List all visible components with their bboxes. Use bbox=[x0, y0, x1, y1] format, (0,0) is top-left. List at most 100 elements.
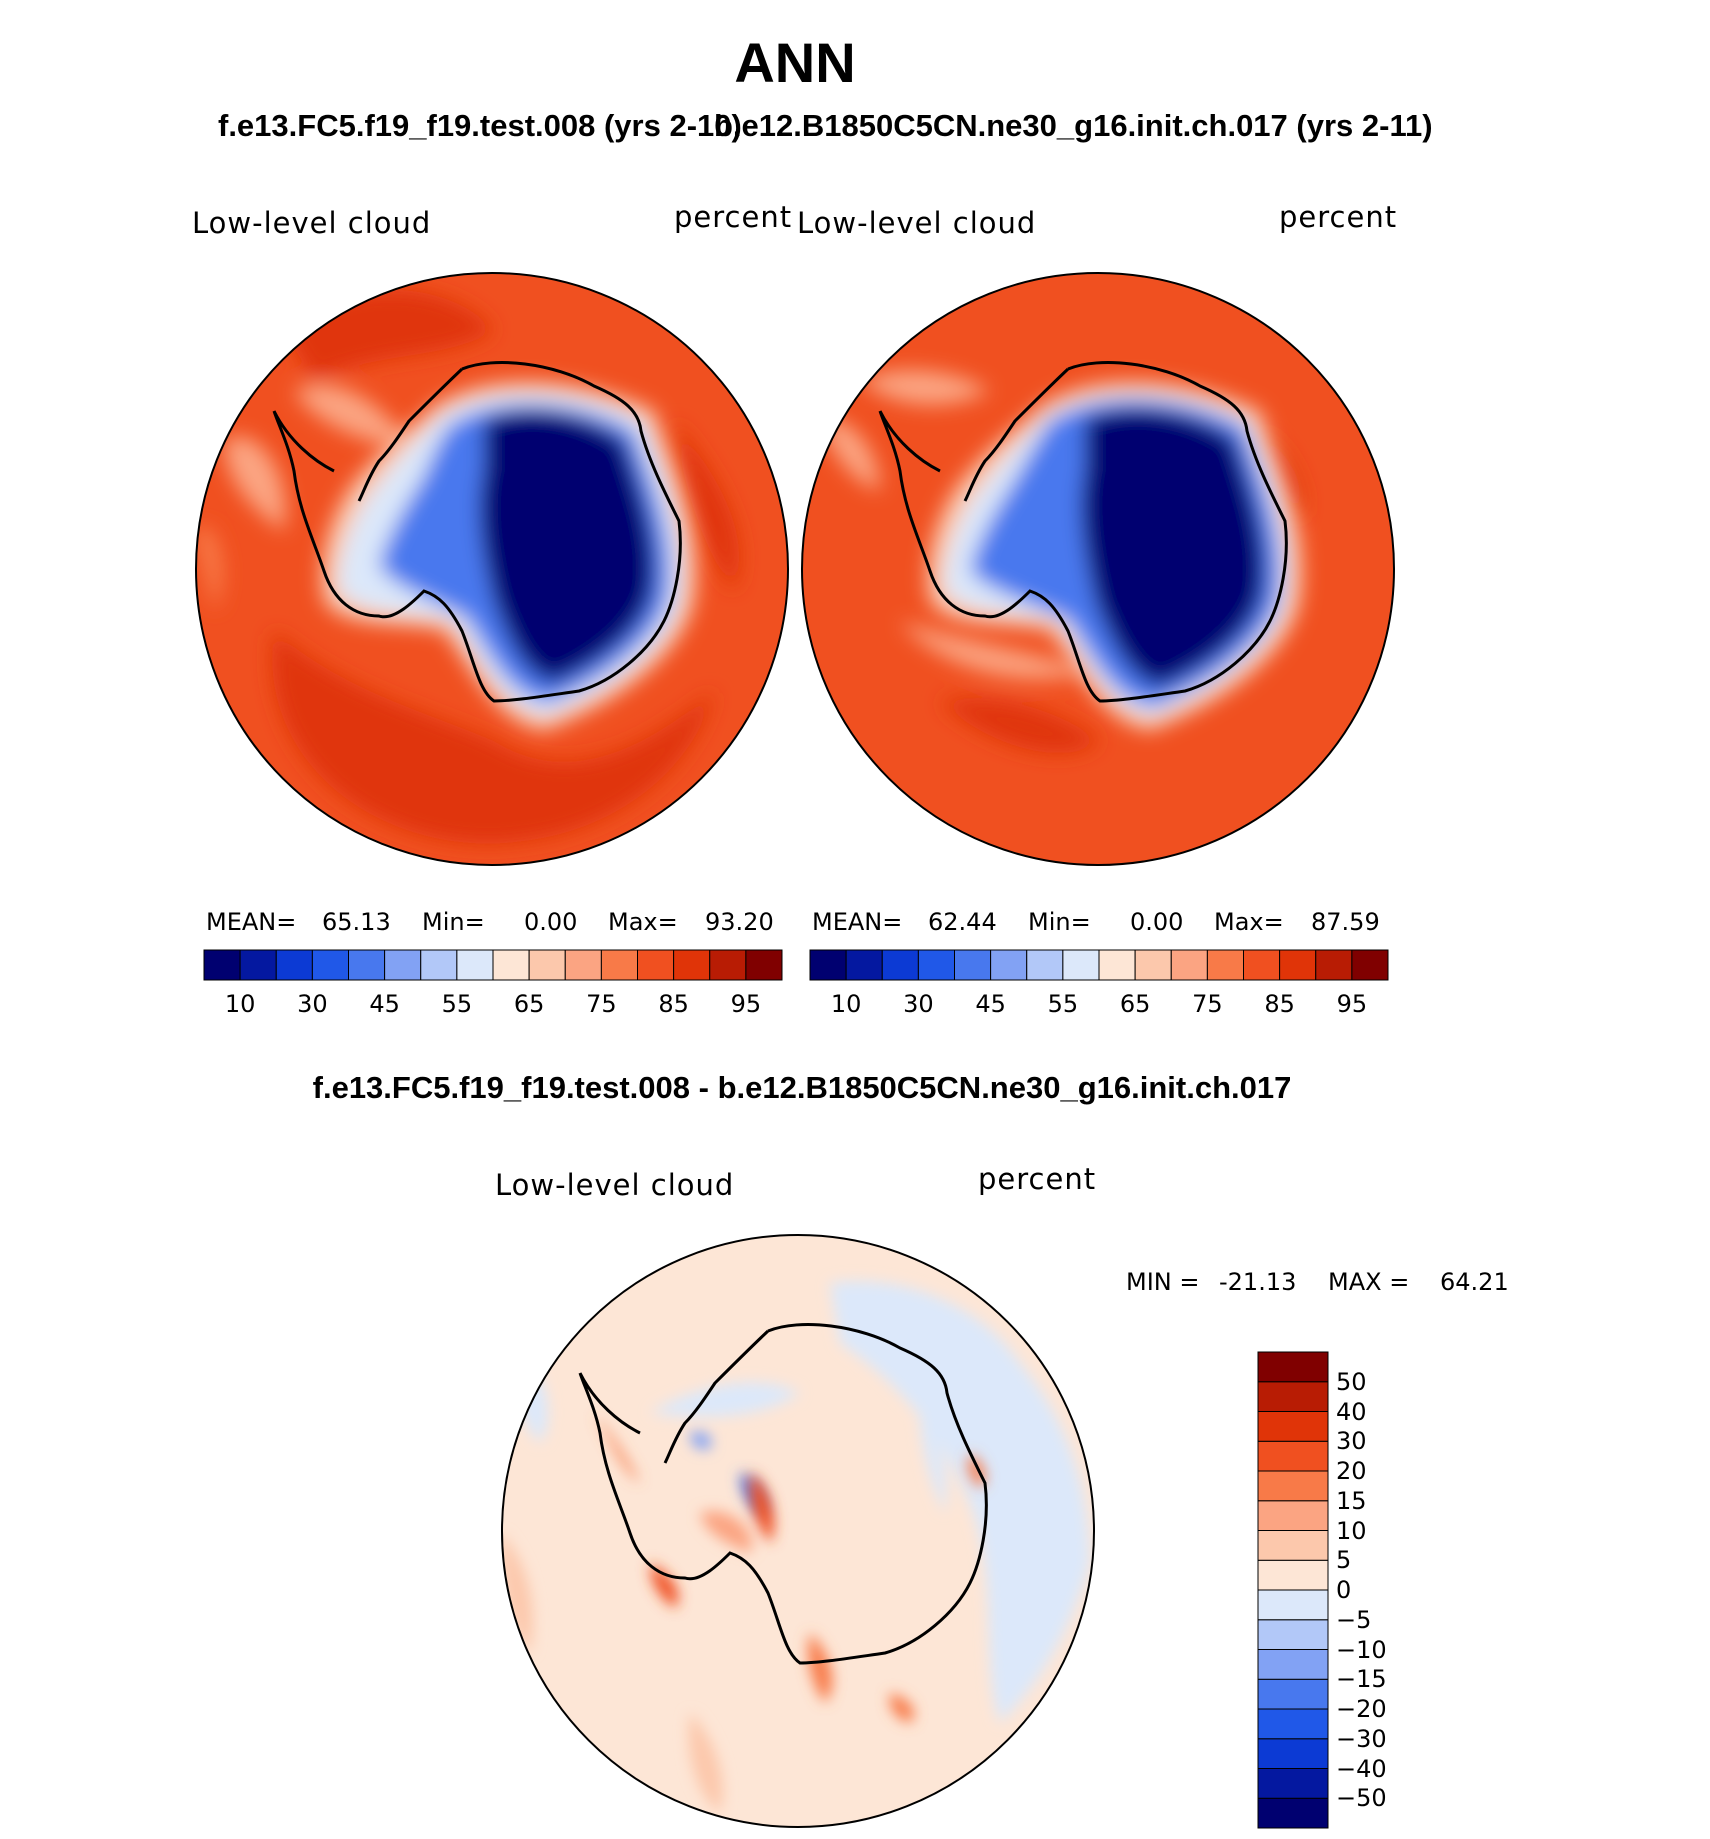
map-panel-2 bbox=[801, 272, 1395, 866]
colorbar-swatch bbox=[1257, 1738, 1329, 1769]
colorbar-swatch bbox=[1257, 1797, 1329, 1829]
colorbar-panel-1 bbox=[203, 949, 783, 981]
colorbar-tick-label: 5 bbox=[1336, 1546, 1352, 1575]
colorbar-swatch bbox=[1206, 949, 1244, 981]
colorbar-swatch bbox=[1257, 1500, 1329, 1531]
colorbar-panel-2-ticks: 10 30 45 55 65 75 85 95 bbox=[810, 990, 1388, 1022]
colorbar-tick-label: 75 bbox=[586, 990, 617, 1018]
panel2-mean-value: 62.44 bbox=[928, 908, 997, 936]
panel1-min-label: Min= bbox=[422, 908, 485, 936]
colorbar-tick-label: 10 bbox=[1336, 1516, 1367, 1545]
colorbar-tick-label: 30 bbox=[1336, 1427, 1367, 1456]
map-panel-1 bbox=[195, 272, 789, 866]
colorbar-swatch bbox=[1026, 949, 1064, 981]
difference-title: f.e13.FC5.f19_f19.test.008 - b.e12.B1850… bbox=[312, 1070, 1292, 1105]
colorbar-swatch bbox=[492, 949, 530, 981]
colorbar-swatch bbox=[1257, 1381, 1329, 1412]
colorbar-panel-2 bbox=[809, 949, 1389, 981]
colorbar-swatch bbox=[1257, 1440, 1329, 1472]
colorbar-swatch bbox=[564, 949, 602, 981]
colorbar-swatch bbox=[1257, 1708, 1329, 1740]
colorbar-swatch bbox=[1257, 1589, 1329, 1621]
difference-min-label: MIN = bbox=[1126, 1268, 1200, 1296]
colorbar-swatch bbox=[1062, 949, 1100, 981]
colorbar-tick-label: 30 bbox=[297, 990, 328, 1018]
colorbar-swatch bbox=[1257, 1351, 1329, 1383]
colorbar-tick-label: 0 bbox=[1336, 1576, 1352, 1604]
colorbar-swatch bbox=[709, 949, 747, 981]
colorbar-swatch bbox=[637, 949, 675, 981]
colorbar-difference-ticks: −50 −40 −30 −20 −15 −10 −5 0 5 10 15 20 30 40 50 bbox=[1336, 1352, 1456, 1828]
colorbar-tick-label: 85 bbox=[658, 990, 689, 1018]
colorbar-tick-label: 65 bbox=[1119, 990, 1151, 1018]
panel2-min-label: Min= bbox=[1028, 908, 1091, 936]
colorbar-tick-label: 75 bbox=[1192, 990, 1223, 1018]
difference-max-value: 64.21 bbox=[1440, 1268, 1509, 1296]
panel2-min-value: 0.00 bbox=[1130, 908, 1184, 936]
case-title-left: f.e13.FC5.f19_f19.test.008 (yrs 2-10) bbox=[218, 108, 742, 143]
colorbar-swatch bbox=[1257, 1530, 1329, 1561]
colorbar-swatch bbox=[1098, 949, 1136, 981]
colorbar-swatch bbox=[1243, 949, 1281, 981]
panel1-max-label: Max= bbox=[608, 908, 678, 936]
colorbar-swatch bbox=[673, 949, 711, 981]
colorbar-swatch bbox=[1315, 949, 1353, 981]
colorbar-swatch bbox=[1351, 949, 1389, 981]
colorbar-tick-label: −15 bbox=[1336, 1665, 1387, 1694]
panel2-variable-label: Low-level cloud bbox=[797, 206, 1037, 240]
case-title-right: b.e12.B1850C5CN.ne30_g16.init.ch.017 (yr… bbox=[714, 108, 1433, 143]
colorbar-swatch bbox=[311, 949, 349, 981]
colorbar-tick-label: −10 bbox=[1336, 1635, 1387, 1664]
colorbar-swatch bbox=[745, 949, 783, 981]
panel1-units-label: percent bbox=[674, 200, 793, 234]
colorbar-tick-label: 10 bbox=[830, 990, 862, 1018]
colorbar-swatch bbox=[1257, 1470, 1329, 1502]
colorbar-tick-label: 15 bbox=[1336, 1486, 1367, 1515]
colorbar-swatch bbox=[384, 949, 422, 981]
colorbar-swatch bbox=[1257, 1411, 1329, 1442]
colorbar-swatch bbox=[1134, 949, 1172, 981]
panel1-max-value: 93.20 bbox=[705, 908, 774, 936]
colorbar-swatch bbox=[954, 949, 992, 981]
difference-units-label: percent bbox=[978, 1162, 1097, 1196]
panel1-variable-label: Low-level cloud bbox=[192, 206, 432, 240]
colorbar-swatch bbox=[528, 949, 566, 981]
colorbar-tick-label: 85 bbox=[1264, 990, 1295, 1018]
colorbar-difference bbox=[1257, 1351, 1329, 1829]
difference-max-label: MAX = bbox=[1328, 1268, 1410, 1296]
colorbar-tick-label: 30 bbox=[903, 990, 934, 1018]
difference-variable-label: Low-level cloud bbox=[495, 1168, 735, 1202]
colorbar-tick-label: 10 bbox=[224, 990, 256, 1018]
colorbar-tick-label: 95 bbox=[730, 990, 762, 1018]
colorbar-tick-label: −50 bbox=[1336, 1784, 1387, 1813]
colorbar-swatch bbox=[917, 949, 955, 981]
colorbar-swatch bbox=[239, 949, 277, 981]
colorbar-tick-label: 95 bbox=[1336, 990, 1368, 1018]
colorbar-tick-label: 65 bbox=[513, 990, 545, 1018]
colorbar-swatch bbox=[1257, 1678, 1329, 1710]
colorbar-swatch bbox=[348, 949, 386, 981]
panel1-mean-label: MEAN= bbox=[206, 908, 297, 936]
colorbar-tick-label: −40 bbox=[1336, 1754, 1387, 1783]
colorbar-tick-label: 45 bbox=[369, 990, 400, 1018]
panel2-max-label: Max= bbox=[1214, 908, 1284, 936]
colorbar-swatch bbox=[1170, 949, 1208, 981]
colorbar-tick-label: −20 bbox=[1336, 1695, 1387, 1723]
colorbar-swatch bbox=[809, 949, 847, 981]
colorbar-tick-label: 20 bbox=[1336, 1457, 1367, 1485]
difference-min-value: -21.13 bbox=[1219, 1268, 1297, 1296]
panel2-mean-label: MEAN= bbox=[812, 908, 903, 936]
colorbar-swatch bbox=[1257, 1649, 1329, 1680]
panel2-units-label: percent bbox=[1279, 200, 1398, 234]
colorbar-tick-label: −5 bbox=[1336, 1605, 1372, 1634]
colorbar-swatch bbox=[456, 949, 494, 981]
colorbar-swatch bbox=[203, 949, 241, 981]
colorbar-swatch bbox=[420, 949, 458, 981]
colorbar-tick-label: 55 bbox=[441, 990, 473, 1018]
colorbar-swatch bbox=[1279, 949, 1317, 981]
panel1-min-value: 0.00 bbox=[524, 908, 578, 936]
colorbar-swatch bbox=[600, 949, 638, 981]
colorbar-swatch bbox=[1257, 1619, 1329, 1650]
colorbar-swatch bbox=[845, 949, 883, 981]
colorbar-swatch bbox=[1257, 1768, 1329, 1799]
